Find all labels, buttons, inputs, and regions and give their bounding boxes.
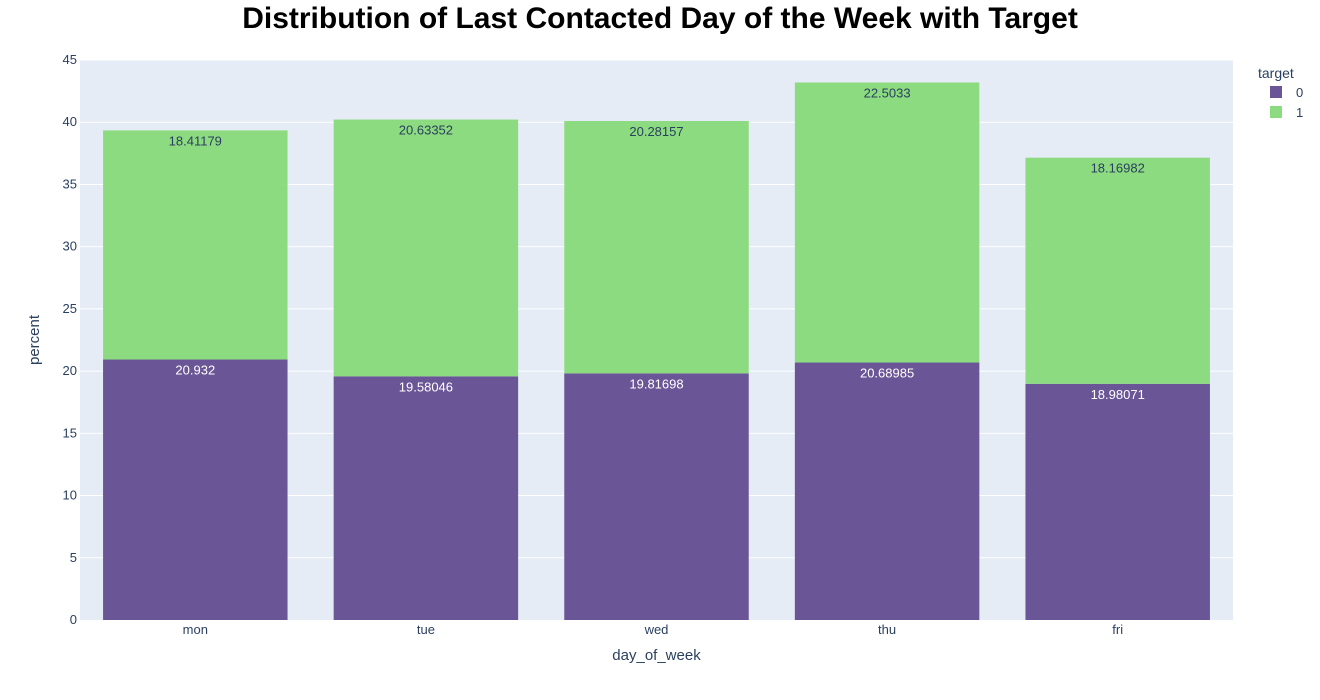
data-label: 20.28157 [629, 124, 683, 139]
legend-label: 1 [1296, 105, 1303, 120]
y-tick-label: 10 [63, 488, 77, 503]
y-tick-label: 5 [70, 550, 77, 565]
bar-thu-target-0[interactable] [794, 362, 980, 620]
legend-item-1[interactable]: 1 [1270, 105, 1303, 120]
x-tick-label: tue [417, 622, 435, 637]
legend-swatch [1270, 106, 1282, 118]
bar-tue-target-0[interactable] [333, 376, 519, 620]
y-tick-label: 45 [63, 52, 77, 67]
data-label: 20.932 [175, 363, 215, 378]
bar-mon-target-1[interactable] [103, 130, 288, 360]
data-label: 20.63352 [399, 123, 453, 138]
data-label: 18.16982 [1091, 161, 1145, 176]
y-axis-title: percent [26, 314, 43, 365]
y-axis-ticks: 0 5 10 15 20 25 30 35 40 45 [63, 52, 77, 627]
legend-title: target [1258, 65, 1294, 81]
bar-fri-target-0[interactable] [1025, 383, 1210, 620]
x-axis-ticks: mon tue wed thu fri [183, 622, 1124, 637]
y-tick-label: 25 [63, 301, 77, 316]
x-axis-title: day_of_week [612, 647, 701, 664]
bar-thu-target-1[interactable] [794, 82, 980, 363]
legend[interactable]: target 0 1 [1258, 65, 1303, 120]
chart-title: Distribution of Last Contacted Day of th… [242, 2, 1078, 35]
x-tick-label: wed [644, 622, 669, 637]
data-label: 22.5033 [864, 85, 911, 100]
data-label: 19.58046 [399, 379, 453, 394]
data-labels: 20.932 18.41179 19.58046 20.63352 19.81698 20… [169, 85, 1145, 401]
bar-tue-target-1[interactable] [333, 119, 519, 377]
y-tick-label: 0 [70, 612, 77, 627]
y-tick-label: 30 [63, 239, 77, 254]
legend-swatch [1270, 86, 1282, 98]
data-label: 20.68985 [860, 366, 914, 381]
data-label: 19.81698 [629, 376, 683, 391]
y-tick-label: 40 [63, 114, 77, 129]
bar-mon-target-0[interactable] [103, 359, 288, 620]
data-label: 18.98071 [1091, 387, 1145, 402]
bar-wed-target-0[interactable] [564, 373, 749, 620]
y-tick-label: 35 [63, 176, 77, 191]
x-tick-label: fri [1112, 622, 1123, 637]
y-tick-label: 20 [63, 363, 77, 378]
legend-label: 0 [1296, 85, 1303, 100]
bar-wed-target-1[interactable] [564, 120, 749, 374]
y-tick-label: 15 [63, 425, 77, 440]
bar-fri-target-1[interactable] [1025, 157, 1210, 384]
data-label: 18.41179 [169, 133, 222, 148]
legend-item-0[interactable]: 0 [1270, 85, 1303, 100]
x-tick-label: mon [183, 622, 208, 637]
x-tick-label: thu [878, 622, 896, 637]
bars [103, 82, 1210, 620]
